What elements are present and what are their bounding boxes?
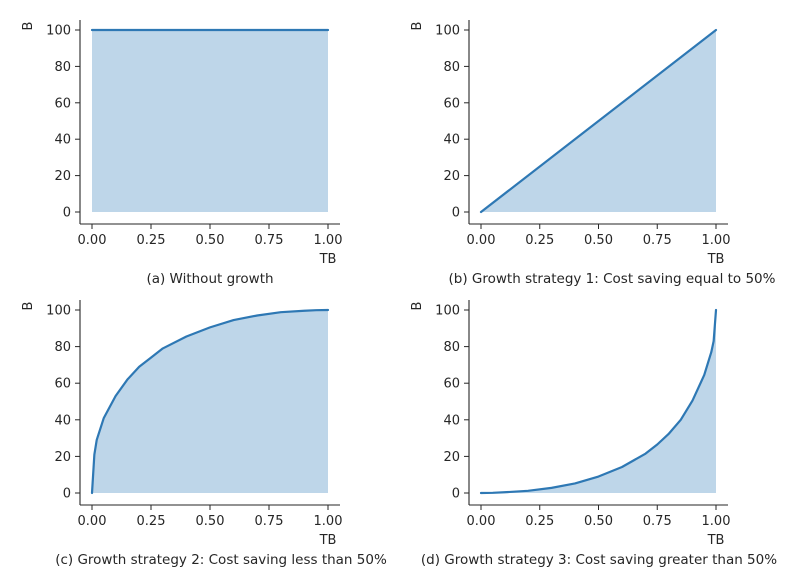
y-tick-label-b: 40 (443, 133, 460, 148)
caption-c: (c) Growth strategy 2: Cost saving less … (55, 552, 387, 568)
caption-a: (a) Without growth (146, 271, 273, 287)
y-tick-label-d: 60 (443, 377, 460, 392)
x-tick-label-a: 1.00 (314, 233, 343, 248)
area-fill-a (92, 30, 328, 212)
caption-b: (b) Growth strategy 1: Cost saving equal… (449, 271, 776, 287)
area-fill-d (481, 310, 716, 493)
y-tick-label-b: 80 (443, 60, 460, 75)
panel-c: 0.00 0.25 0.50 0.75 1.00 0 20 40 60 80 100 TB B (c) G… (21, 300, 387, 568)
series-line-b (479, 28, 718, 214)
y-tick-label-c: 80 (54, 340, 71, 355)
y-tick-label-a: 80 (54, 60, 71, 75)
x-tick-label-c: 0.00 (78, 514, 107, 529)
x-tick-label-d: 0.00 (467, 514, 496, 529)
y-tick-label-c: 40 (54, 413, 71, 428)
x-tick-label-c: 0.50 (196, 514, 225, 529)
x-tick-label-a: 0.75 (255, 233, 284, 248)
y-tick-label-d: 100 (435, 304, 460, 319)
x-axis-label-a: TB (319, 252, 337, 267)
x-tick-label-b: 0.75 (643, 233, 672, 248)
panel-d: 0.00 0.25 0.50 0.75 1.00 0 20 40 60 80 100 TB B (d) G… (410, 300, 777, 568)
panel-b: 0.00 0.25 0.50 0.75 1.00 0 20 40 60 80 100 TB B (b) G… (410, 20, 776, 287)
panel-a: 0.00 0.25 0.50 0.75 1.00 0 20 40 60 80 100 TB B (a) W… (21, 20, 342, 287)
x-tick-label-a: 0.00 (78, 233, 107, 248)
y-tick-label-a: 40 (54, 133, 71, 148)
x-axis-label-c: TB (319, 533, 337, 548)
x-tick-label-a: 0.50 (196, 233, 225, 248)
x-tick-label-c: 0.25 (137, 514, 166, 529)
y-tick-label-b: 0 (452, 206, 460, 221)
y-axis-label-a: B (21, 22, 36, 31)
x-tick-label-d: 0.50 (584, 514, 613, 529)
x-axis-label-d: TB (707, 533, 725, 548)
y-tick-label-a: 100 (46, 24, 71, 39)
y-tick-label-d: 80 (443, 340, 460, 355)
x-tick-label-c: 0.75 (255, 514, 284, 529)
y-tick-label-d: 0 (452, 487, 460, 502)
y-axis-label-c: B (21, 302, 36, 311)
y-axis-label-d: B (410, 302, 425, 311)
series-line-d (479, 308, 718, 495)
caption-d: (d) Growth strategy 3: Cost saving great… (421, 552, 777, 568)
x-tick-label-c: 1.00 (314, 514, 343, 529)
x-tick-label-d: 0.25 (525, 514, 554, 529)
area-fill-c (92, 310, 328, 493)
x-tick-label-b: 0.50 (584, 233, 613, 248)
y-tick-label-a: 60 (54, 96, 71, 111)
y-axis-label-b: B (410, 22, 425, 31)
x-tick-label-b: 0.25 (525, 233, 554, 248)
y-tick-label-c: 0 (63, 487, 71, 502)
x-axis-label-b: TB (707, 252, 725, 267)
y-tick-label-a: 0 (63, 206, 71, 221)
series-line-c (90, 308, 330, 495)
y-tick-label-c: 60 (54, 377, 71, 392)
y-tick-label-b: 60 (443, 96, 460, 111)
y-tick-label-c: 20 (54, 450, 71, 465)
y-tick-label-d: 20 (443, 450, 460, 465)
y-tick-label-b: 20 (443, 169, 460, 184)
y-tick-label-a: 20 (54, 169, 71, 184)
x-tick-label-a: 0.25 (137, 233, 166, 248)
y-tick-label-c: 100 (46, 304, 71, 319)
x-tick-label-b: 0.00 (467, 233, 496, 248)
x-tick-label-d: 1.00 (702, 514, 731, 529)
y-tick-label-d: 40 (443, 413, 460, 428)
x-tick-label-d: 0.75 (643, 514, 672, 529)
x-tick-label-b: 1.00 (702, 233, 731, 248)
y-tick-label-b: 100 (435, 24, 460, 39)
